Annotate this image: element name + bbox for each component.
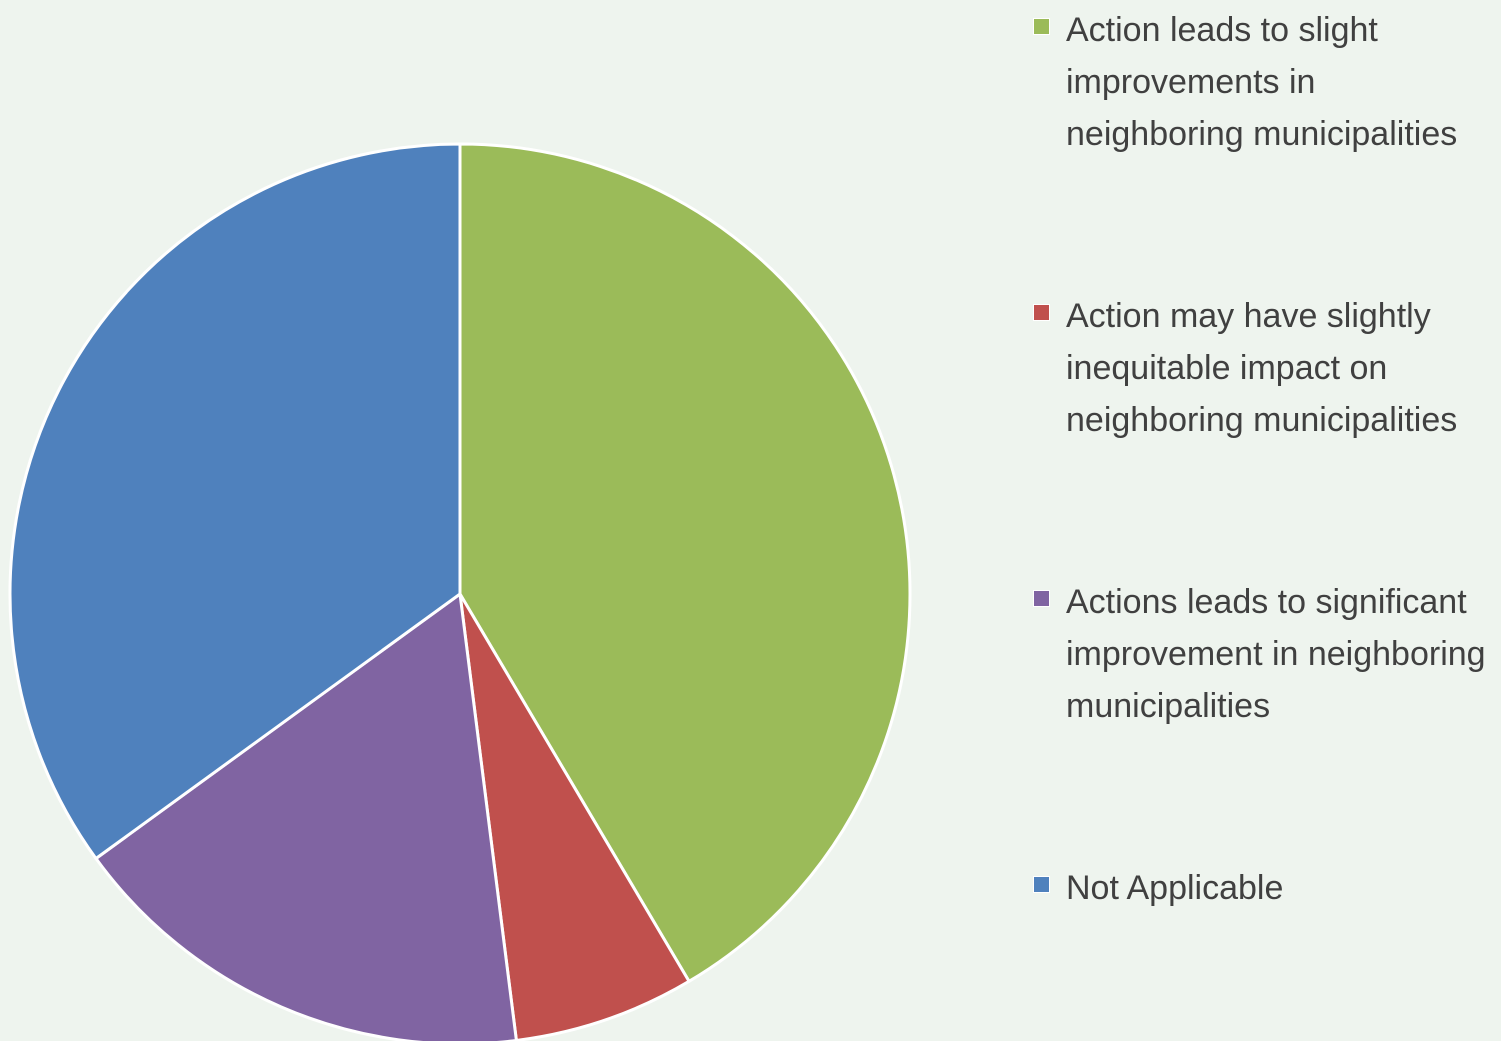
pie-slice	[458, 142, 912, 983]
legend-swatch	[1033, 590, 1050, 607]
legend-label: Action may have slightly inequitable imp…	[1066, 297, 1458, 439]
legend-swatch	[1033, 876, 1050, 893]
legend-swatch	[1033, 18, 1050, 35]
pie-slice	[458, 592, 691, 1041]
pie-slice	[94, 592, 518, 1041]
legend-swatch	[1033, 304, 1050, 321]
legend-label: Not Applicable	[1066, 869, 1284, 907]
legend-label: Actions leads to significant improvement…	[1066, 583, 1486, 725]
legend-label: Action leads to slight improvements in n…	[1066, 11, 1458, 153]
pie-slice	[8, 142, 462, 861]
